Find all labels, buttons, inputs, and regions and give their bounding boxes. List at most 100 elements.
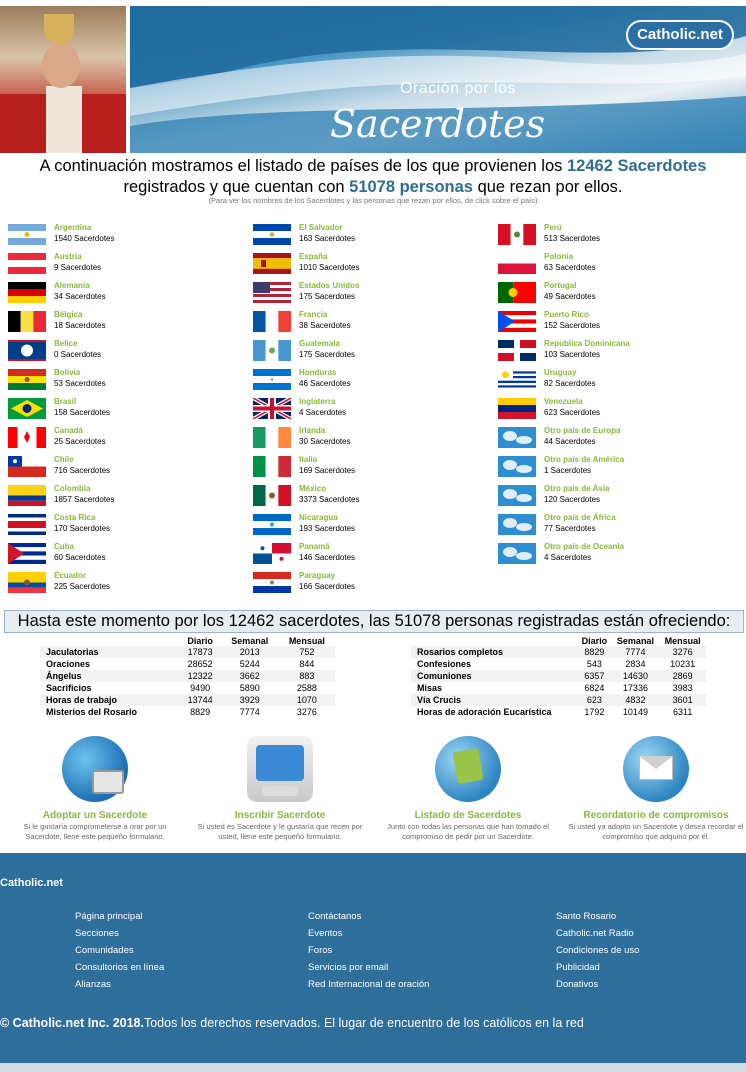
country-name[interactable]: Paraguay (299, 571, 336, 580)
country-name[interactable]: Bélgica (54, 310, 83, 319)
map-america-flag-icon[interactable] (498, 456, 536, 477)
register-priest-tile[interactable]: Inscribir Sacerdote Si usted es Sacerdot… (190, 736, 370, 842)
list-icon[interactable] (435, 736, 501, 802)
uk-flag-icon[interactable] (253, 398, 291, 419)
country-name[interactable]: Honduras (299, 368, 337, 377)
costarica-flag-icon[interactable] (8, 514, 46, 535)
country-name[interactable]: Chile (54, 455, 74, 464)
footer-link[interactable]: Catholic.net Radio (556, 928, 634, 939)
country-item[interactable]: México 3373 Sacerdotes (245, 483, 485, 512)
country-item[interactable]: Brasil 158 Sacerdotes (0, 396, 240, 425)
country-item[interactable]: Italia 169 Sacerdotes (245, 454, 485, 483)
country-item[interactable]: El Salvador 163 Sacerdotes (245, 222, 485, 251)
country-item[interactable]: Francia 38 Sacerdotes (245, 309, 485, 338)
country-item[interactable]: Alemania 34 Sacerdotes (0, 280, 240, 309)
footer-link[interactable]: Comunidades (75, 945, 134, 956)
argentina-flag-icon[interactable] (8, 224, 46, 245)
country-item[interactable]: Bolivia 53 Sacerdotes (0, 367, 240, 396)
country-name[interactable]: Francia (299, 310, 328, 319)
country-name[interactable]: Cuba (54, 542, 74, 551)
country-name[interactable]: Uruguay (544, 368, 577, 377)
colombia-flag-icon[interactable] (8, 485, 46, 506)
register-priest-link[interactable]: Inscribir Sacerdote (234, 810, 326, 821)
country-name[interactable]: Costa Rica (54, 513, 96, 522)
country-item[interactable]: Nicaragua 193 Sacerdotes (245, 512, 485, 541)
footer-link[interactable]: Secciones (75, 928, 119, 939)
bolivia-flag-icon[interactable] (8, 369, 46, 390)
ecuador-flag-icon[interactable] (8, 572, 46, 593)
austria-flag-icon[interactable] (8, 253, 46, 274)
footer-link[interactable]: Eventos (308, 928, 343, 939)
country-item[interactable]: Panamá 146 Sacerdotes (245, 541, 485, 570)
belgica-flag-icon[interactable] (8, 311, 46, 332)
globe-computer-icon[interactable] (62, 736, 128, 802)
country-name[interactable]: Guatemala (299, 339, 340, 348)
alemania-flag-icon[interactable] (8, 282, 46, 303)
country-name[interactable]: Panamá (299, 542, 330, 551)
priests-list-link[interactable]: Listado de Sacerdotes (414, 810, 522, 821)
country-name[interactable]: Estados Unidos (299, 281, 360, 290)
country-item[interactable]: Otro país de África 77 Sacerdotes (490, 512, 730, 541)
nicaragua-flag-icon[interactable] (253, 514, 291, 535)
canada-flag-icon[interactable] (8, 427, 46, 448)
country-item[interactable]: Otro país de Asia 120 Sacerdotes (490, 483, 730, 512)
guatemala-flag-icon[interactable] (253, 340, 291, 361)
paraguay-flag-icon[interactable] (253, 572, 291, 593)
panama-flag-icon[interactable] (253, 543, 291, 564)
venezuela-flag-icon[interactable] (498, 398, 536, 419)
map-europe-flag-icon[interactable] (498, 427, 536, 448)
peru-flag-icon[interactable] (498, 224, 536, 245)
mexico-flag-icon[interactable] (253, 485, 291, 506)
country-item[interactable]: Venezuela 623 Sacerdotes (490, 396, 730, 425)
country-name[interactable]: Italia (299, 455, 318, 464)
computer-icon[interactable] (247, 736, 313, 802)
country-item[interactable]: Paraguay 166 Sacerdotes (245, 570, 485, 599)
country-name[interactable]: Venezuela (544, 397, 583, 406)
italia-flag-icon[interactable] (253, 456, 291, 477)
footer-link[interactable]: Publicidad (556, 962, 600, 973)
country-name[interactable]: Argentina (54, 223, 92, 232)
country-name[interactable]: Puerto Rico (544, 310, 589, 319)
country-item[interactable]: Perú 513 Sacerdotes (490, 222, 730, 251)
country-item[interactable]: Argentina 1540 Sacerdotes (0, 222, 240, 251)
puertorico-flag-icon[interactable] (498, 311, 536, 332)
uruguay-flag-icon[interactable] (498, 369, 536, 390)
country-item[interactable]: Canadá 25 Sacerdotes (0, 425, 240, 454)
country-name[interactable]: Otro país de África (544, 513, 616, 522)
country-name[interactable]: Otro país de Oceania (544, 542, 625, 551)
elsalvador-flag-icon[interactable] (253, 224, 291, 245)
footer-link[interactable]: Donativos (556, 979, 599, 990)
footer-link[interactable]: Santo Rosario (556, 911, 617, 922)
country-item[interactable]: Guatemala 175 Sacerdotes (245, 338, 485, 367)
country-name[interactable]: Austria (54, 252, 82, 261)
espana-flag-icon[interactable] (253, 253, 291, 274)
country-item[interactable]: Chile 716 Sacerdotes (0, 454, 240, 483)
country-name[interactable]: Bolivia (54, 368, 81, 377)
footer-link[interactable]: Contáctanos (308, 911, 362, 922)
footer-link[interactable]: Servicios por email (308, 962, 389, 973)
adopt-priest-tile[interactable]: Adoptar un Sacerdote Si le gustaría comp… (5, 736, 185, 842)
country-item[interactable]: Republica Dominicana 103 Sacerdotes (490, 338, 730, 367)
footer-link[interactable]: Consultorios en línea (75, 962, 165, 973)
country-name[interactable]: Ecuador (54, 571, 87, 580)
country-name[interactable]: Portugal (544, 281, 577, 290)
dominicana-flag-icon[interactable] (498, 340, 536, 361)
belice-flag-icon[interactable] (8, 340, 46, 361)
honduras-flag-icon[interactable] (253, 369, 291, 390)
country-item[interactable]: Bélgica 18 Sacerdotes (0, 309, 240, 338)
francia-flag-icon[interactable] (253, 311, 291, 332)
portugal-flag-icon[interactable] (498, 282, 536, 303)
country-item[interactable]: Belice 0 Sacerdotes (0, 338, 240, 367)
country-name[interactable]: Polonia (544, 252, 573, 261)
adopt-priest-link[interactable]: Adoptar un Sacerdote (42, 810, 148, 821)
country-name[interactable]: Otro país de Europa (544, 426, 621, 435)
priests-list-tile[interactable]: Listado de Sacerdotes Junto con todas la… (378, 736, 558, 842)
footer-link[interactable]: Condiciones de uso (556, 945, 640, 956)
footer-link[interactable]: Foros (308, 945, 333, 956)
country-name[interactable]: Perú (544, 223, 562, 232)
map-africa-flag-icon[interactable] (498, 514, 536, 535)
country-item[interactable]: Polonia 63 Sacerdotes (490, 251, 730, 280)
country-name[interactable]: Canadá (54, 426, 83, 435)
country-item[interactable]: Colombia 1857 Sacerdotes (0, 483, 240, 512)
country-item[interactable]: Otro país de América 1 Sacerdotes (490, 454, 730, 483)
